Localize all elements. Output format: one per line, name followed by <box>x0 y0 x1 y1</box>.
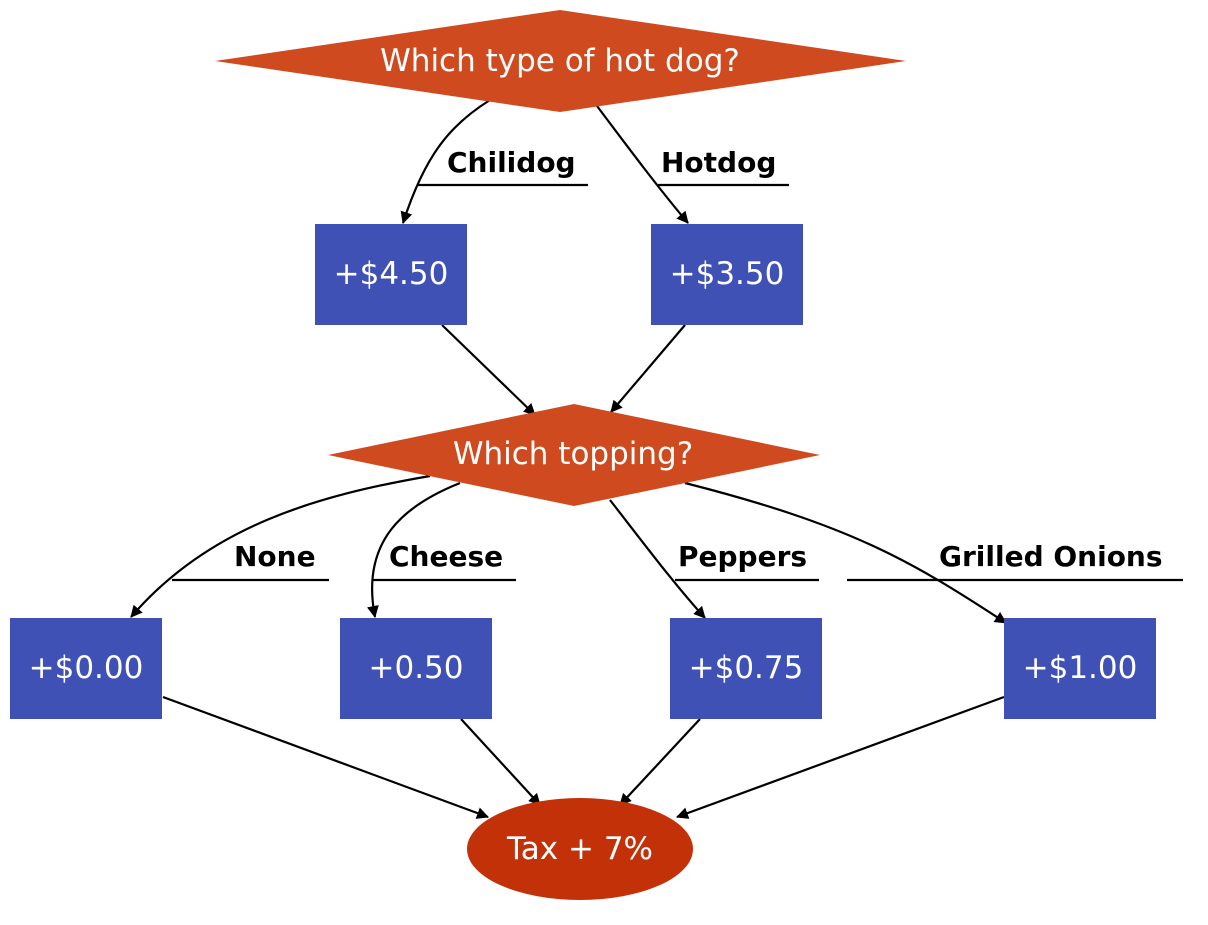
edge-onions-to-tax <box>676 695 1005 819</box>
edge-topping-to-onions <box>684 481 1007 624</box>
edge-label-cheese: Cheese <box>389 540 503 573</box>
terminal-tax: Tax + 7% <box>467 798 693 900</box>
edge-label-chilidog: Chilidog <box>447 146 576 179</box>
price-box-grilled-onions: +$1.00 <box>1004 618 1156 719</box>
edge-type-to-chilidog <box>400 99 491 224</box>
price-box-shape <box>1004 618 1156 719</box>
edges <box>130 99 1007 819</box>
edge-topping-to-cheese <box>367 481 461 618</box>
price-box-chilidog-label: +$4.50 <box>334 256 449 292</box>
price-box-grilled-onions-label: +$1.00 <box>1023 650 1138 686</box>
edge-label-grilled-onions: Grilled Onions <box>939 540 1163 573</box>
edge-labels: Chilidog Hotdog None Cheese Peppers Gril… <box>172 146 1183 582</box>
price-box-shape <box>651 224 803 325</box>
decision-hot-dog-type-label: Which type of hot dog? <box>380 43 740 79</box>
decision-hot-dog-type: Which type of hot dog? <box>215 10 906 112</box>
decision-diamond-shape <box>215 10 906 112</box>
price-box-cheese: +0.50 <box>340 618 492 719</box>
edge-chilidog-to-topping <box>441 324 536 416</box>
edge-label-none: None <box>234 540 316 573</box>
edge-cheese-to-tax <box>460 718 541 806</box>
edge-label-peppers: Peppers <box>678 540 807 573</box>
nodes: Which type of hot dog? +$4.50 +$3.50 Whi… <box>10 10 1156 900</box>
price-box-chilidog: +$4.50 <box>315 224 467 325</box>
edge-topping-to-peppers <box>609 499 706 619</box>
edge-label-hotdog: Hotdog <box>661 146 776 179</box>
decision-topping-label: Which topping? <box>453 436 693 472</box>
edge-hotdog-to-topping <box>610 324 686 413</box>
edge-peppers-to-tax <box>619 718 701 806</box>
edge-topping-to-none <box>130 474 431 618</box>
price-box-shape <box>670 618 822 719</box>
price-box-none: +$0.00 <box>10 618 162 719</box>
price-box-cheese-label: +0.50 <box>369 650 464 686</box>
price-box-none-label: +$0.00 <box>29 650 144 686</box>
terminal-ellipse-shape <box>467 798 693 900</box>
price-box-peppers: +$0.75 <box>670 618 822 719</box>
edge-type-to-hotdog <box>596 105 689 224</box>
price-box-shape <box>340 618 492 719</box>
price-box-shape <box>10 618 162 719</box>
price-box-hotdog-label: +$3.50 <box>670 256 785 292</box>
decision-diamond-shape <box>328 404 820 506</box>
price-box-shape <box>315 224 467 325</box>
terminal-tax-label: Tax + 7% <box>506 831 653 867</box>
decision-topping: Which topping? <box>328 404 820 506</box>
price-box-hotdog: +$3.50 <box>651 224 803 325</box>
edge-none-to-tax <box>162 695 489 819</box>
price-box-peppers-label: +$0.75 <box>689 650 804 686</box>
